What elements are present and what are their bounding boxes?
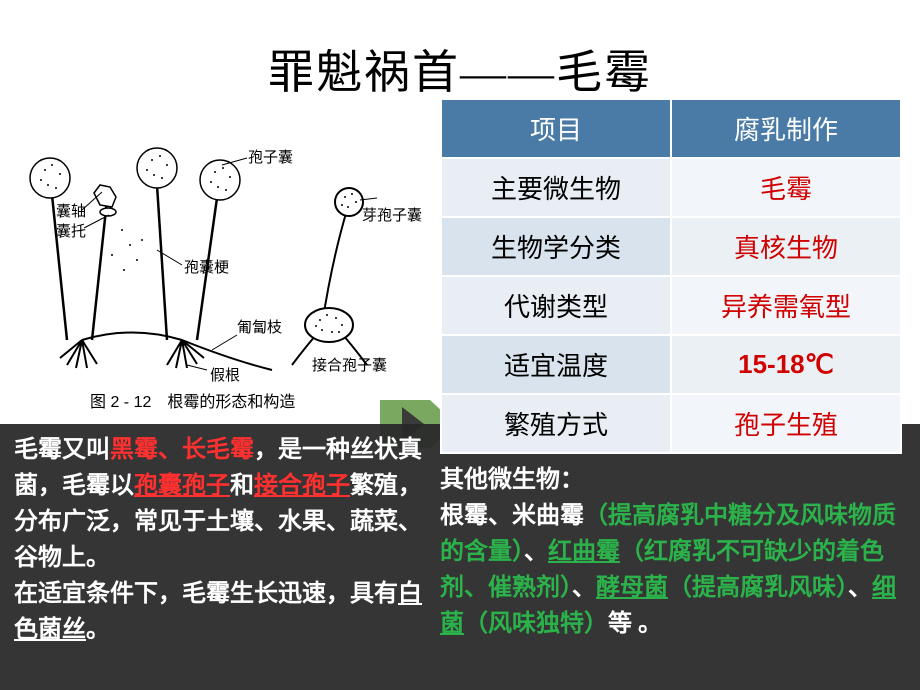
label-columella: 囊轴 <box>56 203 86 220</box>
label-spore-sac: 孢子囊 <box>248 149 293 166</box>
table-cell-label: 适宜温度 <box>441 335 671 394</box>
diagram-container: 囊轴 囊托 孢囊梗 匍匐枝 假根 孢子囊 芽孢子囊 <box>12 110 422 410</box>
table-row: 适宜温度 15-18℃ <box>441 335 901 394</box>
right-description: 其他微生物： 根霉、米曲霉（提高腐乳中糖分及风味物质的含量）、红曲霉（红腐乳不可… <box>440 462 910 642</box>
text-red-underline: 接合孢子 <box>254 473 350 499</box>
text-span: 等 。 <box>608 611 662 637</box>
table-row: 主要微生物 毛霉 <box>441 158 901 217</box>
table-header-item: 项目 <box>441 99 671 158</box>
text-span: 、 <box>572 575 596 601</box>
left-description: 毛霉又叫黑霉、长毛霉，是一种丝状真菌，毛霉以孢囊孢子和接合孢子繁殖，分布广泛，常… <box>14 432 432 648</box>
text-red: 黑霉、长毛霉 <box>110 437 254 463</box>
text-red-underline: 孢囊孢子 <box>134 473 230 499</box>
diagram-caption: 图 2 - 12 根霉的形态和构造 <box>90 388 295 412</box>
table-cell-value: 异养需氧型 <box>671 276 901 335</box>
table-cell-label: 代谢类型 <box>441 276 671 335</box>
table-cell-value: 真核生物 <box>671 217 901 276</box>
table-header-value: 腐乳制作 <box>671 99 901 158</box>
label-sporangiophore: 孢囊梗 <box>184 259 229 276</box>
label-stolon: 匍匐枝 <box>237 319 282 336</box>
text-header: 其他微生物： <box>440 467 584 493</box>
table-cell-value: 15-18℃ <box>671 335 901 394</box>
table-cell-label: 生物学分类 <box>441 217 671 276</box>
text-span: 。 <box>86 617 110 643</box>
text-green: （提高腐乳风味） <box>668 575 848 601</box>
text-green: （风味独特） <box>464 611 608 637</box>
table-cell-label: 繁殖方式 <box>441 394 671 453</box>
label-zygospore: 接合孢子囊 <box>312 357 387 374</box>
text-span: 在适宜条件下，毛霉生长迅速，具有 <box>14 581 398 607</box>
text-span: 和 <box>230 473 254 499</box>
label-apophysis: 囊托 <box>56 223 86 240</box>
table-row: 繁殖方式 孢子生殖 <box>441 394 901 453</box>
table-cell-value: 毛霉 <box>671 158 901 217</box>
text-green-underline: 红曲霉 <box>548 539 620 565</box>
table-cell-label: 主要微生物 <box>441 158 671 217</box>
slide-title: 罪魁祸首——毛霉 <box>0 36 920 102</box>
text-green-underline: 酵母菌 <box>596 575 668 601</box>
label-rhizoid: 假根 <box>210 367 240 384</box>
table-row: 代谢类型 异养需氧型 <box>441 276 901 335</box>
text-span: 、 <box>524 539 548 565</box>
text-span: 毛霉又叫 <box>14 437 110 463</box>
table-row: 生物学分类 真核生物 <box>441 217 901 276</box>
text-span: 、 <box>848 575 872 601</box>
text-span: 根霉、米曲霉 <box>440 503 584 529</box>
label-budding: 芽孢子囊 <box>362 207 422 224</box>
table-cell-value: 孢子生殖 <box>671 394 901 453</box>
info-table: 项目 腐乳制作 主要微生物 毛霉 生物学分类 真核生物 代谢类型 异养需氧型 适… <box>440 98 902 454</box>
